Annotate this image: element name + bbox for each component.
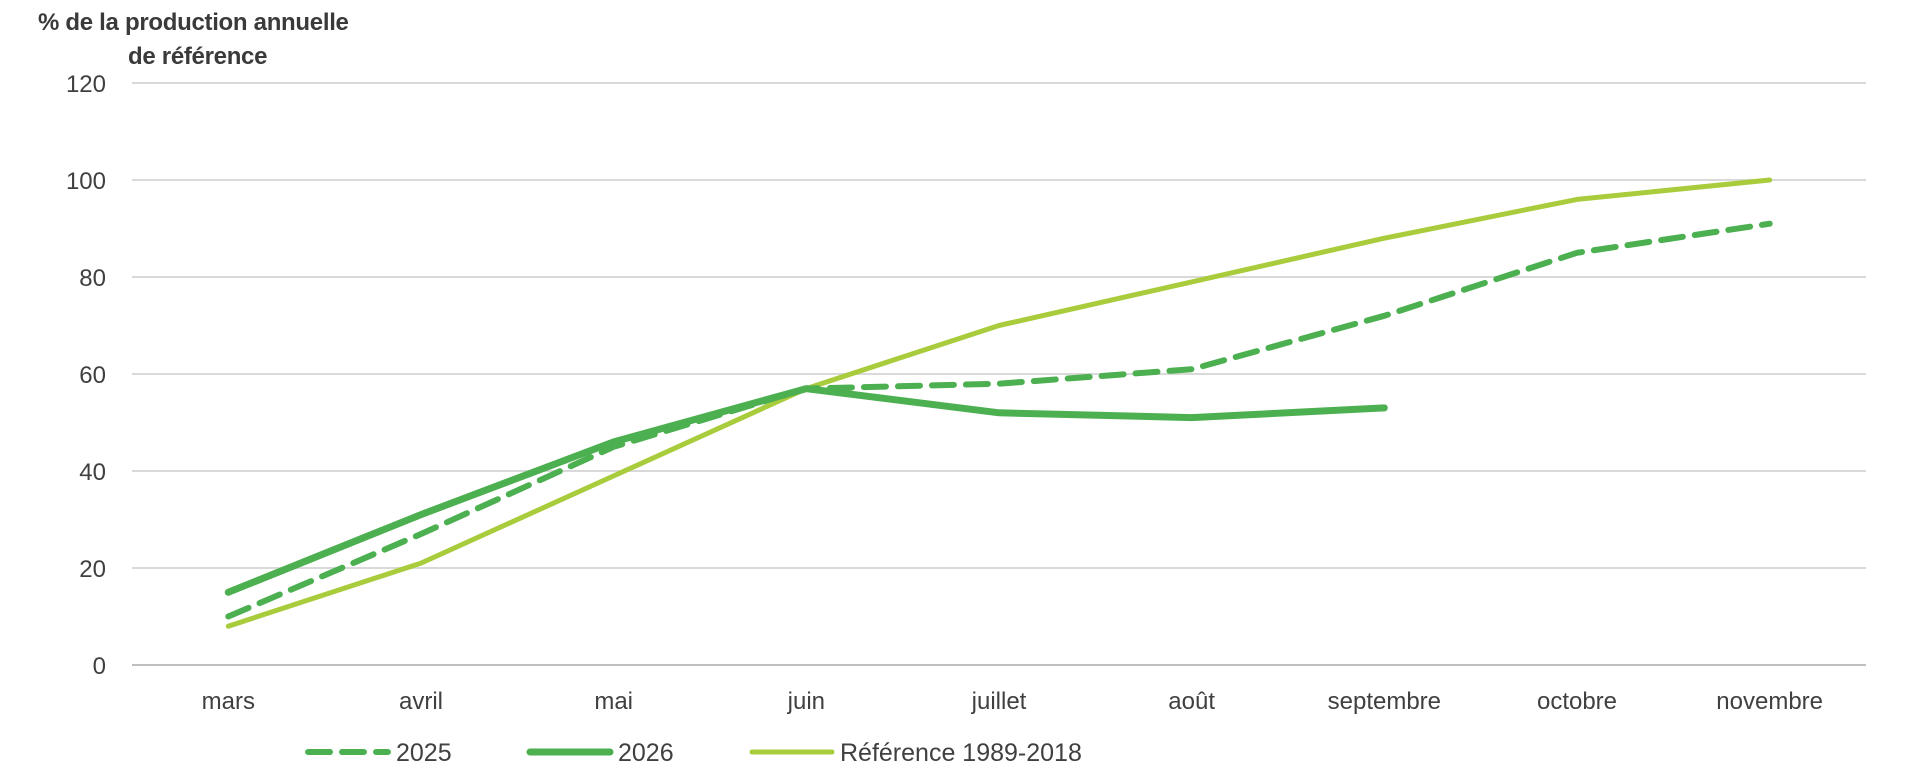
y-tick-label: 100 [66,168,106,195]
series-line-r-f-rence-1989-2018 [225,177,1773,629]
x-tick-label: août [1168,688,1215,715]
y-axis-title-line1: % de la production annuelle [38,9,349,36]
x-tick-label: octobre [1537,688,1617,715]
x-tick-label: juin [787,688,825,715]
series-line-2025 [225,220,1773,620]
series-line-2026 [224,385,1388,596]
x-tick-label: avril [399,688,443,715]
legend-label: 2025 [396,739,452,767]
legend-label: Référence 1989-2018 [840,739,1082,767]
y-tick-label: 0 [93,653,106,680]
x-tick-label: novembre [1716,688,1823,715]
x-tick-label: mai [594,688,633,715]
y-tick-label: 40 [79,459,106,486]
x-tick-label: septembre [1328,688,1441,715]
x-tick-label: mars [202,688,255,715]
y-tick-label: 80 [79,265,106,292]
y-tick-label: 20 [79,556,106,583]
y-axis-title: % de la production annuelle de référence [38,6,349,74]
legend-label: 2026 [618,739,674,767]
y-tick-label: 120 [66,71,106,98]
y-axis-title-line2: de référence [128,43,268,70]
x-tick-label: juillet [971,688,1027,715]
y-tick-label: 60 [79,362,106,389]
